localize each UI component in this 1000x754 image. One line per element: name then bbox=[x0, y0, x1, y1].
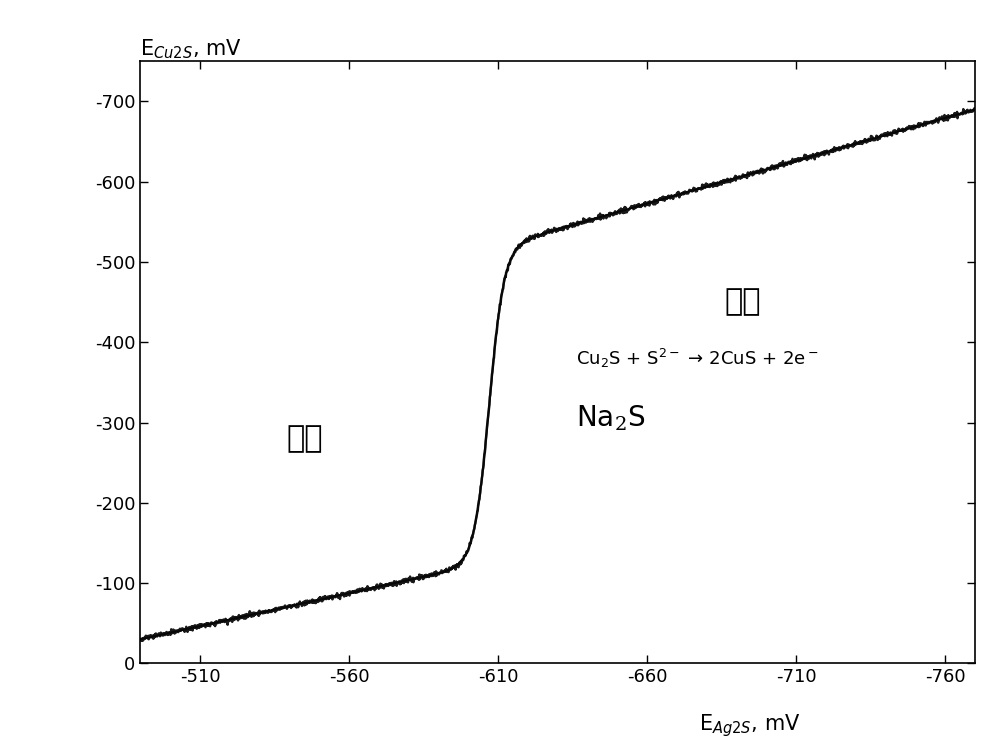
Text: E$_{Ag2S}$, mV: E$_{Ag2S}$, mV bbox=[699, 712, 801, 739]
Text: E$_{Cu2S}$, mV: E$_{Cu2S}$, mV bbox=[140, 38, 242, 61]
Text: 浮选: 浮选 bbox=[286, 424, 323, 453]
Text: 抑制: 抑制 bbox=[724, 287, 761, 317]
Text: Cu$_2$S + S$^{2-}$ → 2CuS + 2e$^-$: Cu$_2$S + S$^{2-}$ → 2CuS + 2e$^-$ bbox=[576, 347, 818, 369]
Text: Na$_2$S: Na$_2$S bbox=[576, 403, 645, 434]
